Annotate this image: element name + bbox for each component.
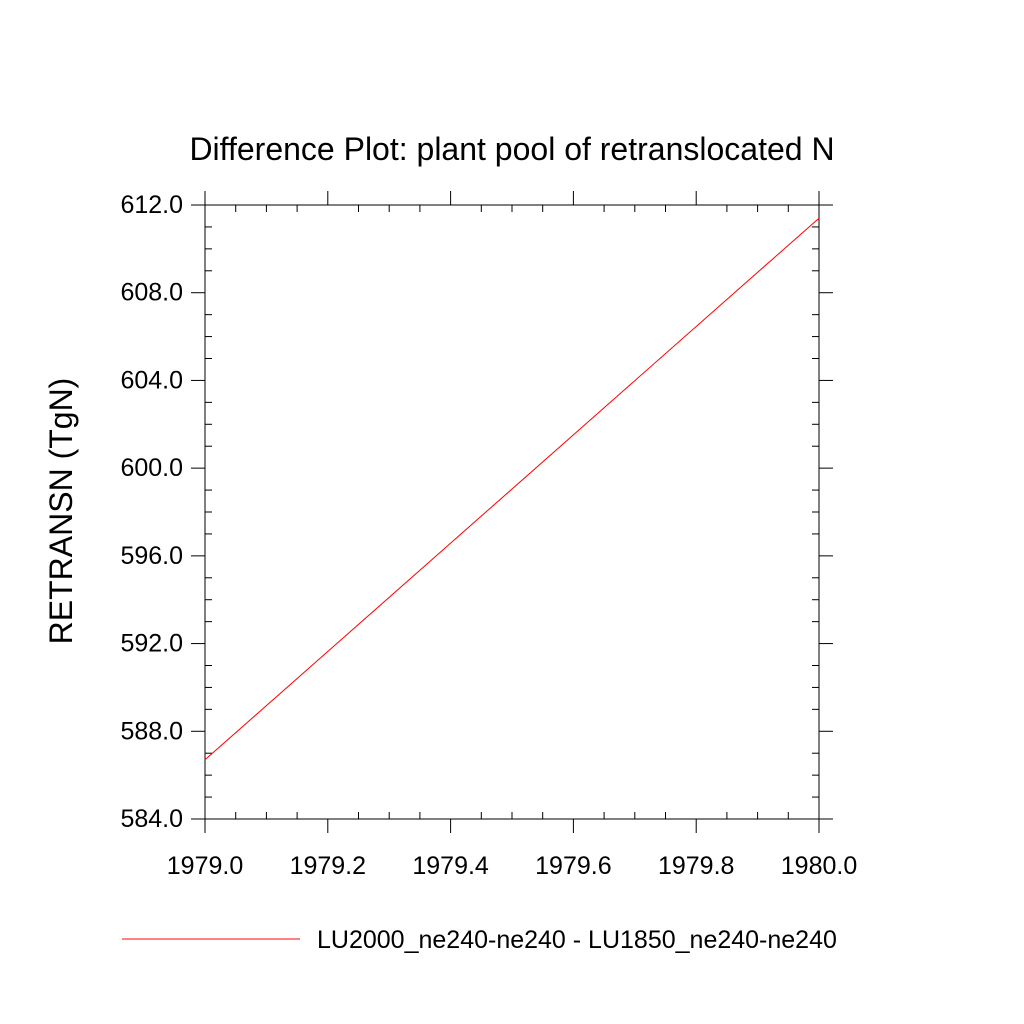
y-tick-label: 604.0	[120, 366, 183, 394]
x-tick-label: 1979.4	[412, 852, 489, 880]
series-lines	[204, 217, 820, 761]
x-tick-labels: 1979.0 1979.2 1979.4 1979.6 1979.8 1980.0	[167, 852, 857, 880]
plot-frame	[204, 204, 820, 820]
chart-title: Difference Plot: plant pool of retranslo…	[189, 131, 834, 167]
x-tick-label: 1979.6	[535, 852, 611, 880]
y-tick-label: 588.0	[120, 717, 183, 745]
y-tick-label: 592.0	[120, 630, 183, 658]
y-tick-label: 596.0	[120, 542, 183, 570]
x-tick-label: 1979.0	[167, 852, 243, 880]
axis-ticks	[191, 191, 833, 833]
x-tick-label: 1979.2	[290, 852, 366, 880]
y-tick-label: 584.0	[120, 805, 183, 833]
legend-label: LU2000_ne240-ne240 - LU1850_ne240-ne240	[317, 926, 837, 954]
y-tick-label: 612.0	[120, 191, 183, 219]
series-line	[204, 217, 820, 761]
x-tick-label: 1979.8	[658, 852, 734, 880]
y-tick-label: 608.0	[120, 279, 183, 307]
x-tick-label: 1980.0	[781, 852, 857, 880]
y-axis-label: RETRANSN (TgN)	[43, 378, 79, 645]
y-tick-label: 600.0	[120, 454, 183, 482]
y-tick-labels: 584.0 588.0 592.0 596.0 600.0 604.0 608.0 612.0	[120, 191, 183, 833]
